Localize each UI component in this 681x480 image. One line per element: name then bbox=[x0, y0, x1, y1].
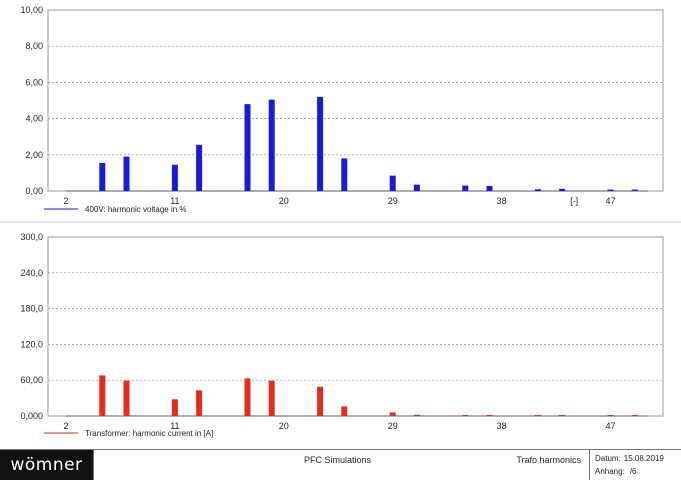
x-tick-label: 11 bbox=[170, 421, 179, 431]
bar-h43 bbox=[559, 188, 566, 191]
page-value: /6 bbox=[629, 467, 637, 476]
legend-label: Transformer: harmonic current in [A] bbox=[85, 429, 213, 438]
plot-frame-1 bbox=[47, 9, 664, 192]
bar-h43 bbox=[559, 415, 566, 416]
legend-label: 400V: harmonic voltage in % bbox=[85, 205, 187, 214]
document-meta: Datum: 15.08.2019 Anhang: /6 bbox=[589, 450, 681, 480]
x-tick-label: 47 bbox=[605, 196, 615, 206]
x-tick-label: 29 bbox=[388, 421, 398, 431]
date-value: 15.08.2019 bbox=[623, 454, 664, 463]
y-tick-label: 2,00 bbox=[25, 150, 43, 160]
x-tick-label: [-] bbox=[570, 196, 578, 206]
y-tick-label: 10,00 bbox=[20, 5, 43, 15]
bar-h41 bbox=[534, 415, 541, 416]
y-tick-label: 6,00 bbox=[25, 77, 43, 87]
y-tick-label: 300,0 bbox=[20, 232, 43, 242]
plot-frame-2 bbox=[47, 236, 664, 417]
bar-h29 bbox=[389, 412, 396, 416]
charts-canvas: 10,00 8,00 6,00 4,00 2,00 0,00 2 11 20 29 38 [-] 47 4… bbox=[0, 5, 681, 438]
bar-h35 bbox=[462, 415, 469, 416]
page-label: Anhang: bbox=[595, 467, 625, 476]
y-tick-label: 0,00 bbox=[25, 186, 43, 196]
document-info: PFC Simulations Trafo harmonics bbox=[93, 450, 589, 480]
document-subtitle: Trafo harmonics bbox=[516, 455, 581, 465]
bar-h17 bbox=[244, 378, 251, 416]
x-tick-label: 11 bbox=[170, 196, 179, 206]
bar-h19 bbox=[268, 380, 275, 416]
bar-h31 bbox=[413, 184, 420, 191]
bar-h25 bbox=[341, 406, 348, 416]
y-tick-label: 0,000 bbox=[20, 411, 43, 421]
document-title: PFC Simulations bbox=[304, 455, 372, 465]
bar-h7 bbox=[123, 156, 130, 191]
bar-h49 bbox=[631, 415, 638, 416]
footer: wömner PFC Simulations Trafo harmonics D… bbox=[0, 449, 681, 480]
bar-h25 bbox=[341, 158, 348, 191]
bar-h37 bbox=[486, 185, 493, 191]
bar-h35 bbox=[462, 185, 469, 191]
bar-h37 bbox=[486, 415, 493, 416]
bar-h23 bbox=[317, 386, 324, 416]
bar-h11 bbox=[171, 399, 178, 416]
bar-h23 bbox=[317, 96, 324, 191]
x-tick-label: 47 bbox=[605, 421, 615, 431]
y-tick-label: 8,00 bbox=[25, 41, 43, 51]
bar-h13 bbox=[196, 144, 203, 191]
x-tick-label: 38 bbox=[497, 421, 507, 431]
x-tick-label: 20 bbox=[279, 196, 289, 206]
date-label: Datum: bbox=[595, 454, 621, 463]
bar-h5 bbox=[99, 162, 106, 191]
bar-h5 bbox=[99, 375, 106, 416]
bar-h19 bbox=[268, 99, 275, 191]
y-tick-label: 60,00 bbox=[20, 375, 43, 385]
y-tick-label: 240,0 bbox=[20, 268, 43, 278]
bar-h13 bbox=[196, 390, 203, 416]
bar-h29 bbox=[389, 175, 396, 191]
bar-h49 bbox=[631, 189, 638, 191]
bar-h17 bbox=[244, 104, 251, 191]
y-tick-label: 180,0 bbox=[20, 304, 43, 314]
bar-h41 bbox=[534, 189, 541, 191]
bar-h7 bbox=[123, 380, 130, 416]
bar-h47 bbox=[607, 189, 614, 191]
x-tick-label: 38 bbox=[497, 196, 507, 206]
x-tick-label: 2 bbox=[63, 421, 68, 431]
y-tick-label: 120,0 bbox=[20, 339, 43, 349]
x-tick-label: 29 bbox=[388, 196, 398, 206]
x-tick-label: 20 bbox=[279, 421, 289, 431]
bar-h11 bbox=[171, 164, 178, 191]
logo: wömner bbox=[0, 450, 93, 480]
y-tick-label: 4,00 bbox=[25, 114, 43, 124]
bar-h31 bbox=[413, 414, 420, 416]
x-tick-label: 2 bbox=[63, 196, 68, 206]
bar-h47 bbox=[607, 415, 614, 416]
